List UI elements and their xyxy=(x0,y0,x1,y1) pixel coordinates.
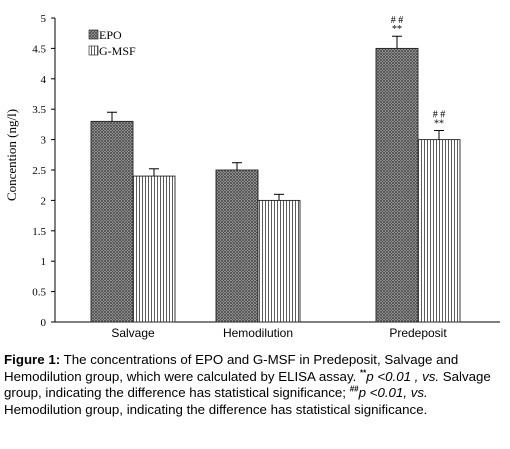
bar-epo-predeposit xyxy=(375,47,419,323)
caption-label: Figure 1: xyxy=(4,352,61,367)
significance-annotations: # #**# #** xyxy=(391,15,446,129)
x-tick-label-salvage: Salvage xyxy=(111,326,155,340)
bar-epo-salvage xyxy=(90,120,134,323)
y-tick-label: 2.5 xyxy=(32,165,46,177)
legend-label-epo: EPO xyxy=(99,28,122,42)
legend-item-gmsf: G-MSF xyxy=(88,44,136,58)
significance-mark: ** xyxy=(434,118,444,129)
significance-mark: ** xyxy=(392,24,402,35)
bar-g-msf-hemodilution xyxy=(257,199,301,323)
legend-label-gmsf: G-MSF xyxy=(99,44,136,58)
y-tick-label: 3.5 xyxy=(32,104,46,116)
x-tick-labels: Salvage Hemodilution Predeposit xyxy=(111,326,447,340)
caption-text-3: Hemodilution group, indicating the diffe… xyxy=(4,401,428,417)
caption-text-2: Salvage group, indicating the difference… xyxy=(4,368,491,401)
y-tick-label: 4 xyxy=(41,74,47,86)
x-tick-label-predeposit: Predeposit xyxy=(389,326,447,340)
y-tick-label: 2 xyxy=(41,195,47,207)
y-tick-label: 5 xyxy=(41,13,47,25)
caption-italic-2: p <0.01, vs. xyxy=(358,385,428,400)
bar-g-msf-predeposit xyxy=(417,139,461,323)
significance-mark: # # xyxy=(391,15,404,26)
y-tick-label: 1.5 xyxy=(32,226,46,238)
bar-epo-hemodilution xyxy=(215,169,259,323)
figure-caption: Figure 1: The concentrations of EPO and … xyxy=(4,352,508,418)
caption-mark-2: ## xyxy=(349,384,359,394)
caption-italic-1: p <0.01 , vs. xyxy=(366,368,440,384)
bar-chart: 00.511.522.533.544.55 Concention (ng/l) … xyxy=(4,13,500,340)
y-axis-label: Concention (ng/l) xyxy=(4,109,19,201)
bars xyxy=(90,35,461,323)
bar-g-msf-salvage xyxy=(132,175,176,323)
y-tick-label: 0 xyxy=(41,317,47,329)
legend-swatch-epo xyxy=(88,29,99,40)
y-tick-label: 1 xyxy=(41,256,47,268)
legend-swatch-gmsf xyxy=(88,45,99,56)
y-tick-label: 4.5 xyxy=(32,43,46,55)
significance-mark: # # xyxy=(433,109,446,120)
y-ticks: 0 0.5 1 1.5 2 2.5 3 3.5 4 4.5 5 xyxy=(32,13,55,329)
legend-item-epo: EPO xyxy=(88,28,122,42)
y-tick-label: 0.5 xyxy=(32,287,46,299)
caption-text-1: The concentrations of EPO and G-MSF in P… xyxy=(4,352,459,384)
caption-mark-1: ** xyxy=(360,368,367,378)
y-tick-label: 3 xyxy=(41,135,47,147)
legend: EPO G-MSF xyxy=(88,28,136,58)
x-tick-label-hemodilution: Hemodilution xyxy=(223,326,293,340)
